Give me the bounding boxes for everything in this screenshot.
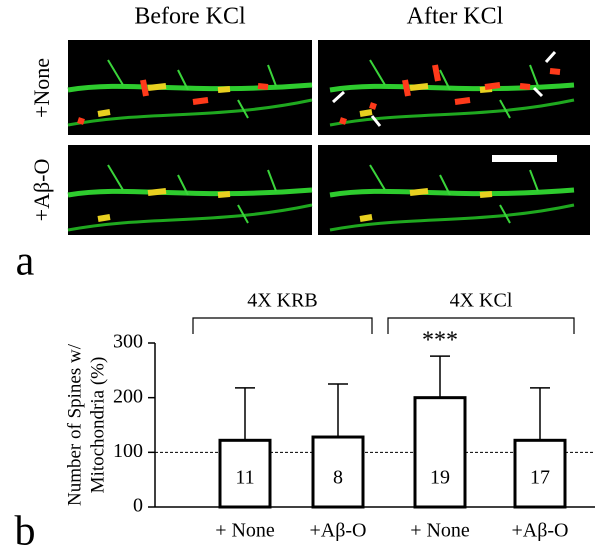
bar xyxy=(311,435,365,509)
column-label: After KCl xyxy=(407,4,504,30)
y-axis-label: Number of Spines w/ xyxy=(64,343,85,506)
row-label: +Aβ-O xyxy=(29,159,54,222)
n-label: 8 xyxy=(333,467,343,489)
x-tick-label: + None xyxy=(410,520,470,542)
scale-bar xyxy=(492,155,557,162)
significance: *** xyxy=(422,328,458,354)
bar xyxy=(413,396,467,509)
y-tick-label: 300 xyxy=(113,331,143,353)
x-tick-label: +Aβ-O xyxy=(511,520,568,542)
panel-label: a xyxy=(16,239,35,285)
bar xyxy=(513,438,567,509)
group-label: 4X KCl xyxy=(450,290,513,312)
x-tick-label: + None xyxy=(215,520,275,542)
y-tick-label: 200 xyxy=(113,385,143,407)
micrographs xyxy=(68,40,590,235)
n-label: 19 xyxy=(430,467,450,489)
bar xyxy=(218,438,272,509)
group-bracket xyxy=(192,317,373,334)
group-label: 4X KRB xyxy=(247,290,318,312)
group-bracket xyxy=(387,317,575,334)
column-label: Before KCl xyxy=(134,4,246,30)
y-tick-label: 100 xyxy=(113,440,143,462)
panel-label: b xyxy=(15,509,36,555)
y-axis-label: Mitochondria (%) xyxy=(87,357,108,494)
x-tick-label: +Aβ-O xyxy=(309,520,366,542)
row-label: +None xyxy=(29,58,54,118)
n-label: 11 xyxy=(235,467,254,489)
n-label: 17 xyxy=(530,467,550,489)
y-tick-label: 0 xyxy=(133,495,143,517)
